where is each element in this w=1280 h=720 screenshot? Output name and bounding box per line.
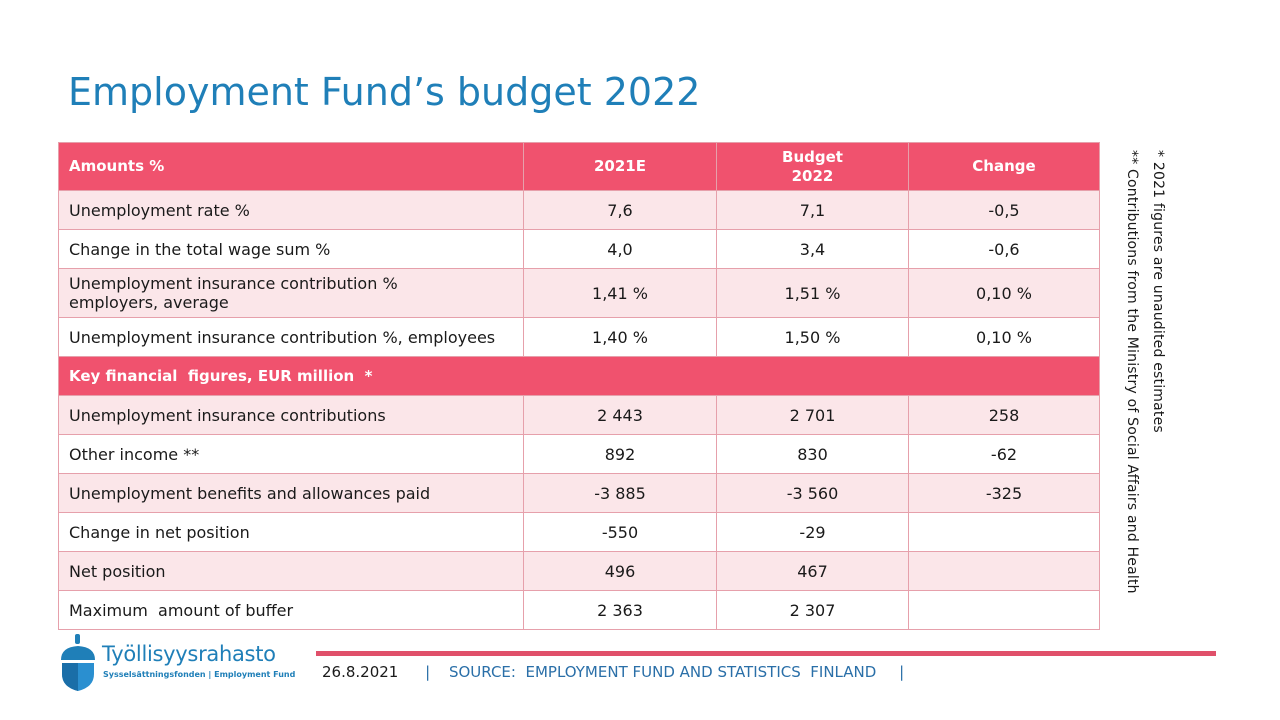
table-row: Net position 496 467: [58, 551, 1100, 591]
section-header-row: Key financial figures, EUR million *: [58, 356, 1100, 396]
cell-2021e: 2 363: [523, 590, 717, 630]
header-2021e: 2021E: [523, 142, 717, 191]
cell-2021e: 892: [523, 434, 717, 474]
row-label: Maximum amount of buffer: [58, 590, 524, 630]
cell-2021e: 4,0: [523, 229, 717, 269]
cell-budget-2022: 467: [716, 551, 909, 591]
budget-table: Amounts % 2021E Budget 2022 Change Unemp…: [58, 142, 1100, 630]
row-label: Unemployment insurance contributions: [58, 395, 524, 435]
row-label: Other income **: [58, 434, 524, 474]
cell-budget-2022: -29: [716, 512, 909, 552]
footer-separator: |: [899, 663, 905, 681]
footer-divider: [316, 651, 1216, 656]
table-header-row: Amounts % 2021E Budget 2022 Change: [58, 142, 1100, 191]
acorn-icon: [61, 634, 95, 691]
cell-2021e: 496: [523, 551, 717, 591]
row-label: Net position: [58, 551, 524, 591]
footnote-contributions: ** Contributions from the Ministry of So…: [1124, 150, 1140, 594]
table-row: Maximum amount of buffer 2 363 2 307: [58, 590, 1100, 630]
table-row: Unemployment benefits and allowances pai…: [58, 473, 1100, 513]
table-row: Unemployment insurance contributions 2 4…: [58, 395, 1100, 435]
footer: 26.8.2021 | SOURCE: EMPLOYMENT FUND AND …: [322, 663, 904, 681]
footer-source: SOURCE: EMPLOYMENT FUND AND STATISTICS F…: [448, 663, 877, 681]
row-label: Change in net position: [58, 512, 524, 552]
cell-change: 258: [908, 395, 1100, 435]
header-budget-line1: Budget: [782, 147, 843, 166]
cell-change: -325: [908, 473, 1100, 513]
cell-change: -62: [908, 434, 1100, 474]
cell-2021e: 1,40 %: [523, 317, 717, 357]
table-row: Change in net position -550 -29: [58, 512, 1100, 552]
row-label: Change in the total wage sum %: [58, 229, 524, 269]
cell-budget-2022: 3,4: [716, 229, 909, 269]
table-row: Other income ** 892 830 -62: [58, 434, 1100, 474]
cell-2021e: 7,6: [523, 190, 717, 230]
cell-2021e: -550: [523, 512, 717, 552]
cell-2021e: 2 443: [523, 395, 717, 435]
row-label-line1: Unemployment insurance contribution %: [69, 274, 398, 293]
cell-budget-2022: 2 701: [716, 395, 909, 435]
row-label: Unemployment insurance contribution %, e…: [58, 317, 524, 357]
header-budget-line2: 2022: [791, 166, 834, 185]
cell-change: [908, 590, 1100, 630]
cell-budget-2022: 2 307: [716, 590, 909, 630]
header-amounts: Amounts %: [58, 142, 524, 191]
logo-name: Työllisyysrahasto: [102, 642, 276, 666]
logo-subtitle: Sysselsättningsfonden | Employment Fund: [103, 670, 296, 679]
cell-change: [908, 512, 1100, 552]
employment-fund-logo: Työllisyysrahasto Sysselsättningsfonden …: [58, 632, 298, 694]
cell-change: 0,10 %: [908, 268, 1100, 318]
footnote-unaudited: * 2021 figures are unaudited estimates: [1150, 150, 1166, 433]
cell-change: [908, 551, 1100, 591]
cell-budget-2022: 1,51 %: [716, 268, 909, 318]
cell-change: -0,6: [908, 229, 1100, 269]
cell-change: -0,5: [908, 190, 1100, 230]
cell-budget-2022: 1,50 %: [716, 317, 909, 357]
table-row: Change in the total wage sum % 4,0 3,4 -…: [58, 229, 1100, 269]
page-title: Employment Fund’s budget 2022: [68, 70, 701, 114]
table-row: Unemployment insurance contribution % em…: [58, 268, 1100, 318]
footnotes: * 2021 figures are unaudited estimates *…: [1118, 150, 1178, 620]
section-key-figures: Key financial figures, EUR million *: [58, 356, 1100, 396]
cell-2021e: -3 885: [523, 473, 717, 513]
footer-separator: |: [425, 663, 431, 681]
header-change: Change: [908, 142, 1100, 191]
row-label: Unemployment rate %: [58, 190, 524, 230]
cell-budget-2022: 830: [716, 434, 909, 474]
table-row: Unemployment rate % 7,6 7,1 -0,5: [58, 190, 1100, 230]
row-label: Unemployment insurance contribution % em…: [58, 268, 524, 318]
table-row: Unemployment insurance contribution %, e…: [58, 317, 1100, 357]
cell-budget-2022: -3 560: [716, 473, 909, 513]
cell-budget-2022: 7,1: [716, 190, 909, 230]
footer-date: 26.8.2021: [322, 663, 399, 681]
row-label-line2: employers, average: [69, 293, 229, 312]
header-budget-2022: Budget 2022: [716, 142, 909, 191]
row-label: Unemployment benefits and allowances pai…: [58, 473, 524, 513]
cell-2021e: 1,41 %: [523, 268, 717, 318]
cell-change: 0,10 %: [908, 317, 1100, 357]
